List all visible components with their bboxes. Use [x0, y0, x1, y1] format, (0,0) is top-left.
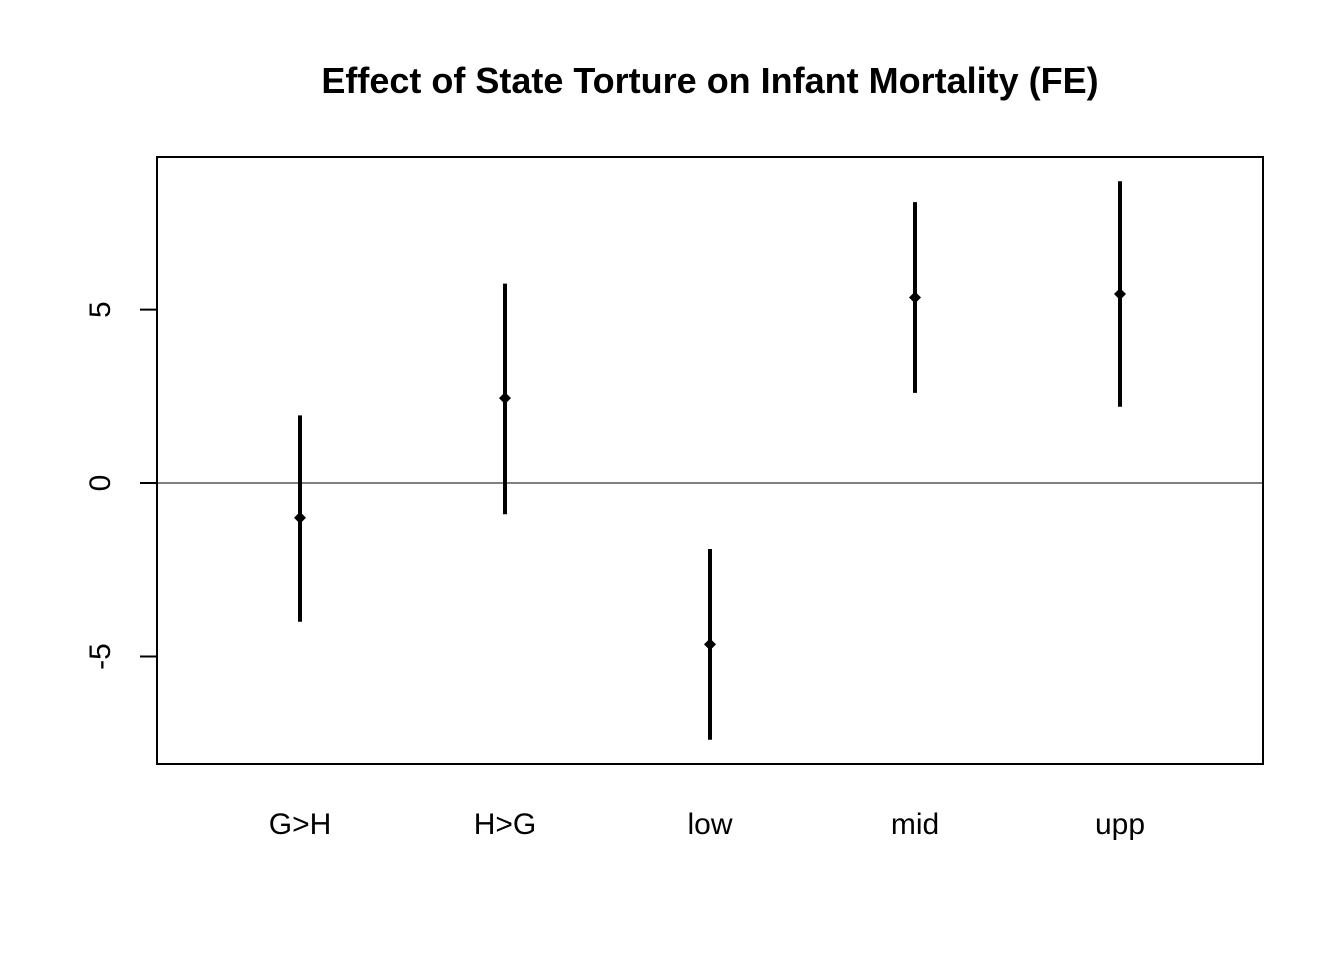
point-estimate [294, 511, 306, 524]
x-category-label: G>H [269, 808, 332, 841]
chart-title: Effect of State Torture on Infant Mortal… [321, 60, 1098, 101]
point-estimate [499, 392, 511, 405]
plot-frame [156, 156, 1264, 765]
x-category-label: H>G [474, 808, 537, 841]
point-estimate [1114, 288, 1126, 301]
x-category-label: low [687, 808, 732, 841]
y-tick-label: 0 [84, 475, 117, 492]
error-bar-marks [294, 181, 1126, 740]
point-estimate [704, 638, 716, 651]
y-tick-label: -5 [84, 643, 117, 670]
y-axis: -5 0 5 [84, 301, 157, 670]
x-category-label: upp [1095, 808, 1145, 841]
x-axis-labels: G>H H>G low mid upp [269, 808, 1145, 841]
y-tick-label: 5 [84, 301, 117, 318]
x-category-label: mid [891, 808, 939, 841]
point-estimate [909, 291, 921, 304]
